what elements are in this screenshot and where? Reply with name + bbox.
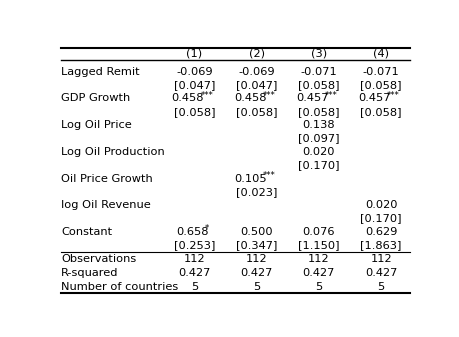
- Text: Log Oil Production: Log Oil Production: [61, 147, 165, 157]
- Text: 112: 112: [246, 254, 268, 264]
- Text: *: *: [205, 224, 209, 233]
- Text: [0.047]: [0.047]: [236, 80, 277, 90]
- Text: 0.427: 0.427: [365, 268, 397, 278]
- Text: -0.071: -0.071: [363, 67, 399, 77]
- Text: log Oil Revenue: log Oil Revenue: [61, 200, 151, 210]
- Text: [0.170]: [0.170]: [298, 160, 340, 170]
- Text: [0.253]: [0.253]: [174, 240, 215, 250]
- Text: 5: 5: [190, 281, 198, 292]
- Text: Log Oil Price: Log Oil Price: [61, 120, 132, 130]
- Text: 112: 112: [370, 254, 392, 264]
- Text: ***: ***: [201, 91, 213, 99]
- Text: 0.138: 0.138: [302, 120, 335, 130]
- Text: 0.457: 0.457: [296, 93, 329, 103]
- Text: Number of countries: Number of countries: [61, 281, 178, 292]
- Text: [0.347]: [0.347]: [236, 240, 277, 250]
- Text: 0.458: 0.458: [234, 93, 266, 103]
- Text: 112: 112: [308, 254, 330, 264]
- Text: [0.058]: [0.058]: [236, 107, 277, 117]
- Text: R-squared: R-squared: [61, 268, 118, 278]
- Text: Oil Price Growth: Oil Price Growth: [61, 174, 153, 184]
- Text: Observations: Observations: [61, 254, 136, 264]
- Text: 112: 112: [184, 254, 205, 264]
- Text: [0.023]: [0.023]: [236, 187, 277, 197]
- Text: (2): (2): [249, 49, 264, 59]
- Text: 0.105: 0.105: [234, 174, 267, 184]
- Text: -0.069: -0.069: [238, 67, 275, 77]
- Text: ***: ***: [387, 91, 400, 99]
- Text: 0.658: 0.658: [176, 227, 208, 237]
- Text: 0.457: 0.457: [358, 93, 391, 103]
- Text: [0.097]: [0.097]: [298, 133, 340, 144]
- Text: ***: ***: [263, 91, 275, 99]
- Text: 0.458: 0.458: [172, 93, 204, 103]
- Text: (3): (3): [311, 49, 327, 59]
- Text: [0.170]: [0.170]: [360, 214, 402, 223]
- Text: GDP Growth: GDP Growth: [61, 93, 130, 103]
- Text: Constant: Constant: [61, 227, 112, 237]
- Text: 0.629: 0.629: [365, 227, 397, 237]
- Text: [1.150]: [1.150]: [298, 240, 340, 250]
- Text: 0.427: 0.427: [178, 268, 211, 278]
- Text: 0.427: 0.427: [241, 268, 273, 278]
- Text: 5: 5: [315, 281, 323, 292]
- Text: [1.863]: [1.863]: [360, 240, 402, 250]
- Text: 5: 5: [253, 281, 260, 292]
- Text: [0.058]: [0.058]: [360, 80, 402, 90]
- Text: [0.058]: [0.058]: [174, 107, 215, 117]
- Text: ***: ***: [325, 91, 338, 99]
- Text: Lagged Remit: Lagged Remit: [61, 67, 140, 77]
- Text: 0.076: 0.076: [302, 227, 335, 237]
- Text: 5: 5: [377, 281, 385, 292]
- Text: (1): (1): [186, 49, 202, 59]
- Text: ***: ***: [263, 171, 275, 180]
- Text: 0.500: 0.500: [240, 227, 273, 237]
- Text: 0.020: 0.020: [365, 200, 397, 210]
- Text: 0.020: 0.020: [302, 147, 335, 157]
- Text: [0.058]: [0.058]: [298, 107, 340, 117]
- Text: -0.069: -0.069: [176, 67, 213, 77]
- Text: (4): (4): [373, 49, 389, 59]
- Text: [0.047]: [0.047]: [174, 80, 215, 90]
- Text: -0.071: -0.071: [301, 67, 337, 77]
- Text: 0.427: 0.427: [302, 268, 335, 278]
- Text: [0.058]: [0.058]: [298, 80, 340, 90]
- Text: [0.058]: [0.058]: [360, 107, 402, 117]
